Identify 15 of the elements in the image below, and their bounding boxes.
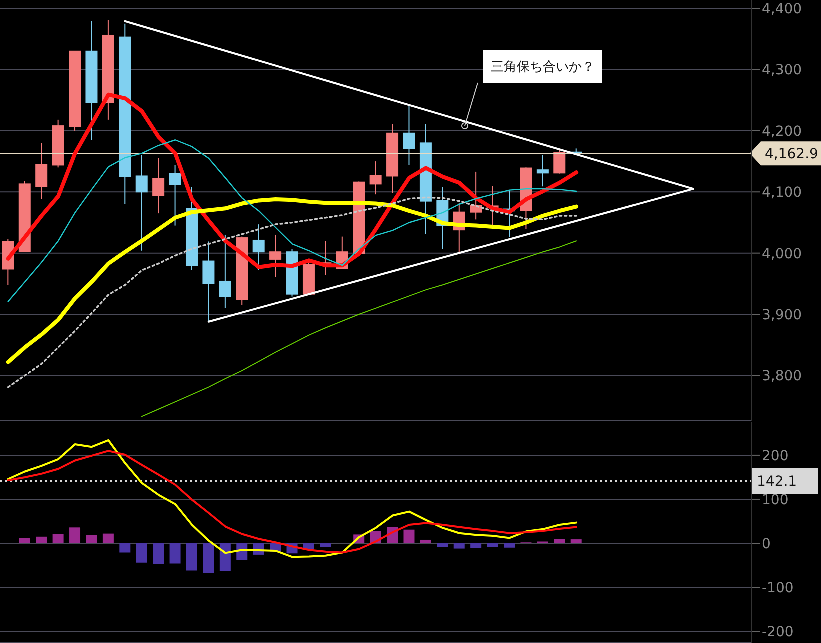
y-tick-label: 4,300 xyxy=(762,62,802,79)
y-tick-label: 4,200 xyxy=(762,124,802,140)
y-tick-label: 0 xyxy=(762,536,771,552)
y-tick-label: 4,400 xyxy=(762,2,802,18)
ref-line-label: 4,162.9 xyxy=(765,146,818,163)
y-tick-label: 100 xyxy=(762,492,789,508)
y-tick-label: 4,000 xyxy=(762,246,802,262)
ref-line-label: 142.1 xyxy=(757,474,798,490)
y-tick-label: 4,100 xyxy=(762,185,802,202)
y-tick-label: -200 xyxy=(762,624,794,641)
y-tick-label: 200 xyxy=(762,448,789,464)
annotation: 三角保ち合いか？ xyxy=(483,50,602,83)
y-tick-label: 3,800 xyxy=(762,368,802,385)
y-tick-label: 3,900 xyxy=(762,307,802,324)
y-tick-label: -100 xyxy=(762,580,794,596)
